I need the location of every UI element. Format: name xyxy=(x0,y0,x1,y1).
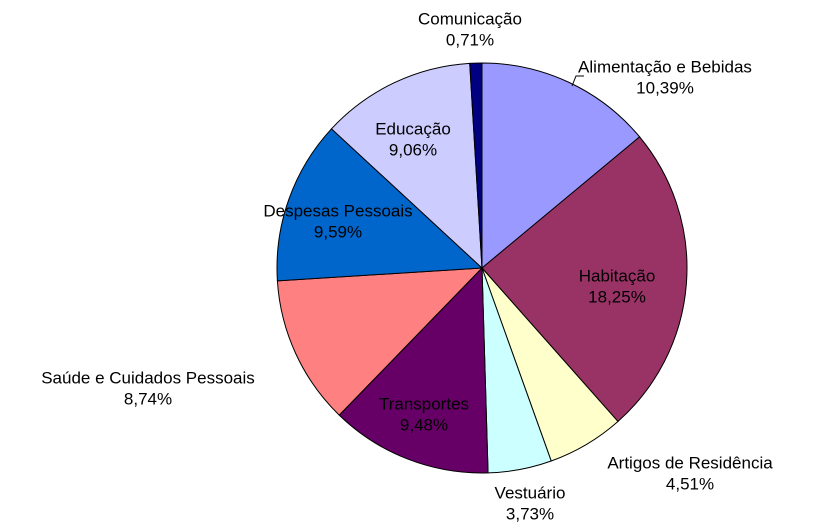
value-label: 0,71% xyxy=(446,30,494,49)
leader-line xyxy=(571,75,584,87)
pie-slice xyxy=(481,62,641,270)
pie-slice xyxy=(276,128,484,282)
value-label: 4,51% xyxy=(666,474,714,493)
value-label: 10,39% xyxy=(636,78,694,97)
pie-slice xyxy=(469,62,483,269)
value-label: 3,73% xyxy=(506,504,554,523)
slice-label: Alimentação e Bebidas xyxy=(578,57,752,76)
slice-label: Vestuário xyxy=(495,483,566,502)
pie-slice xyxy=(330,62,483,270)
slice-label: Educação xyxy=(375,119,451,138)
slice-label: Transportes xyxy=(379,394,469,413)
value-label: 9,06% xyxy=(389,140,437,159)
slice-label: Artigos de Residência xyxy=(607,453,773,472)
pie-slice xyxy=(276,267,484,416)
value-label: 8,74% xyxy=(124,389,172,408)
value-label: 9,59% xyxy=(314,222,362,241)
slice-label: Saúde e Cuidados Pessoais xyxy=(41,368,255,387)
slice-label: Comunicação xyxy=(418,9,522,28)
slice-label: Habitação xyxy=(579,266,656,285)
slice-label: Despesas Pessoais xyxy=(263,201,412,220)
pie-slice xyxy=(481,136,688,423)
value-label: 9,48% xyxy=(400,415,448,434)
value-label: 18,25% xyxy=(588,287,646,306)
pie-slice xyxy=(338,266,489,474)
